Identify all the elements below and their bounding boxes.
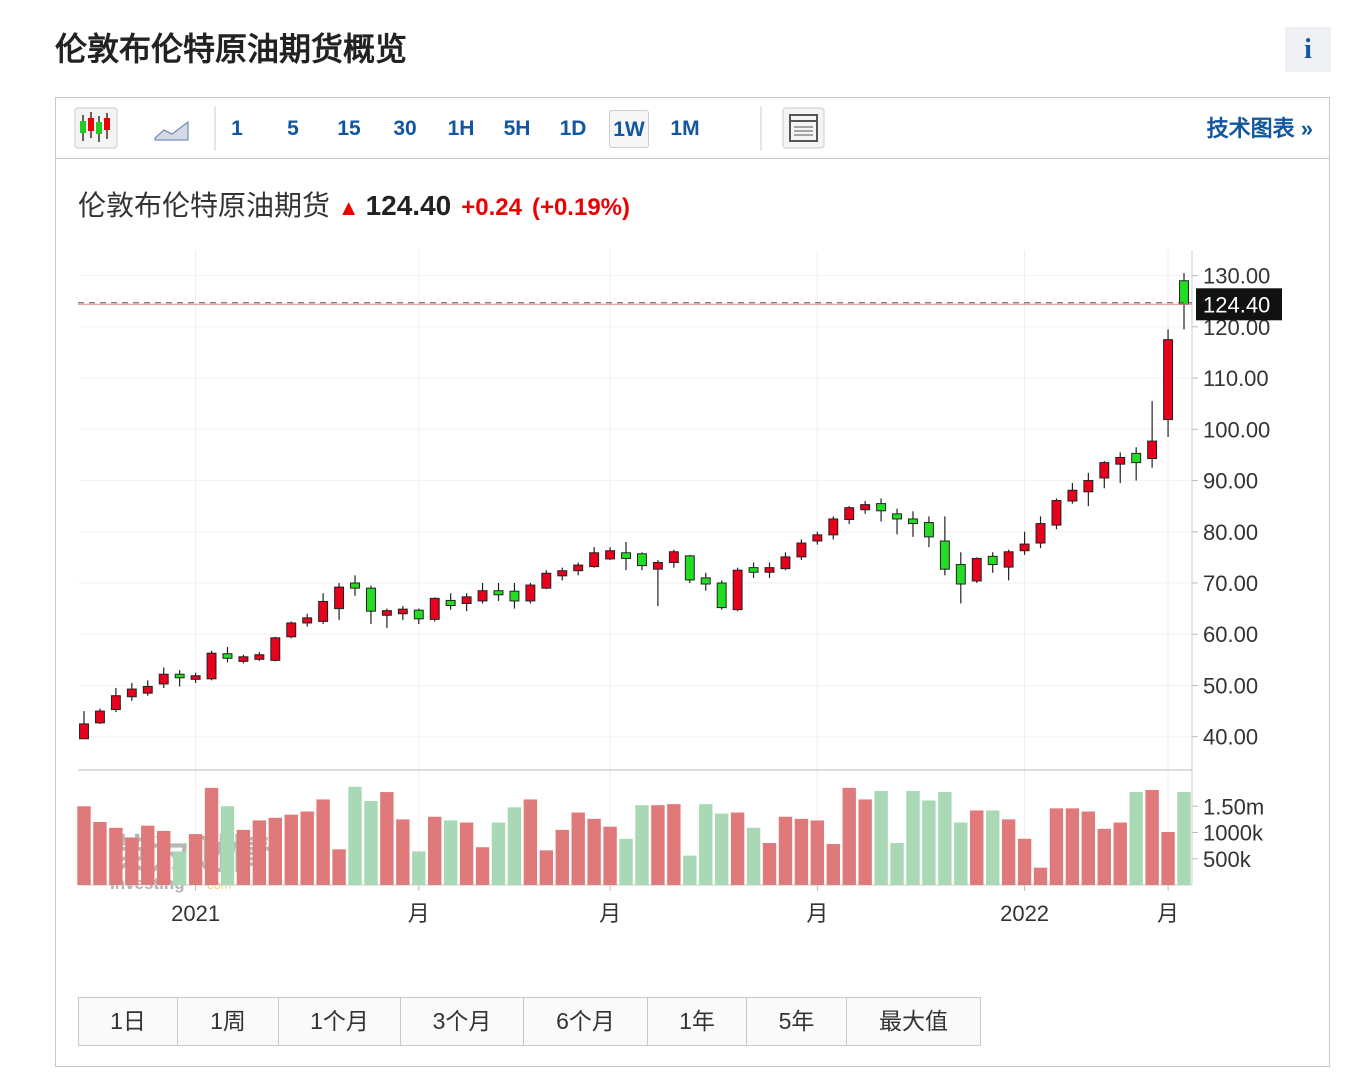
interval-button[interactable]: 1H [447, 117, 475, 140]
interval-button[interactable]: 1D [559, 117, 587, 140]
technical-chart-link[interactable]: 技术图表 » [1206, 116, 1313, 141]
up-arrow: ▲ [337, 195, 360, 220]
interval-button[interactable]: 1M [670, 117, 700, 140]
range-button[interactable]: 1年 [648, 998, 747, 1045]
range-button[interactable]: 1日 [79, 998, 178, 1045]
interval-button[interactable]: 5 [287, 117, 299, 140]
line-icon[interactable] [154, 121, 189, 141]
instrument-name: 伦敦布伦特原油期货 [78, 190, 331, 221]
range-buttons: 1日 1周 1个月 3个月 6个月 1年 5年 最大值 [78, 997, 981, 1046]
interval-button[interactable]: 1W [609, 110, 649, 148]
range-button[interactable]: 1周 [178, 998, 279, 1045]
last-price: 124.40 [365, 190, 452, 221]
range-button[interactable]: 5年 [747, 998, 847, 1045]
layout-icon-box [760, 106, 825, 151]
chart-panel: 1 5 15 30 1H 5H 1D 1W 1M 技术图表 » 伦敦布伦特原油期货 ▲ 124.4… [55, 97, 1330, 1067]
interval-button[interactable]: 5H [503, 117, 531, 140]
interval-button[interactable]: 30 [393, 117, 417, 140]
change: +0.24 [461, 194, 522, 221]
toolbar: 1 5 15 30 1H 5H 1D 1W 1M 技术图表 » [56, 98, 1329, 159]
range-button[interactable]: 3个月 [401, 998, 524, 1045]
chart-type-icons [74, 106, 216, 151]
change-pct: (+0.19%) [531, 194, 631, 221]
page-title: 伦敦布伦特原油期货概览 [55, 31, 408, 67]
info-button[interactable]: i [1285, 27, 1331, 72]
interval-button[interactable]: 1 [231, 117, 243, 140]
quote-header: 伦敦布伦特原油期货 ▲ 124.40 +0.24 (+0.19%) [78, 184, 630, 224]
layout-icon[interactable] [782, 107, 825, 149]
range-button[interactable]: 最大值 [847, 998, 980, 1045]
range-button[interactable]: 6个月 [524, 998, 648, 1045]
interval-button[interactable]: 15 [337, 117, 361, 140]
range-button[interactable]: 1个月 [279, 998, 401, 1045]
